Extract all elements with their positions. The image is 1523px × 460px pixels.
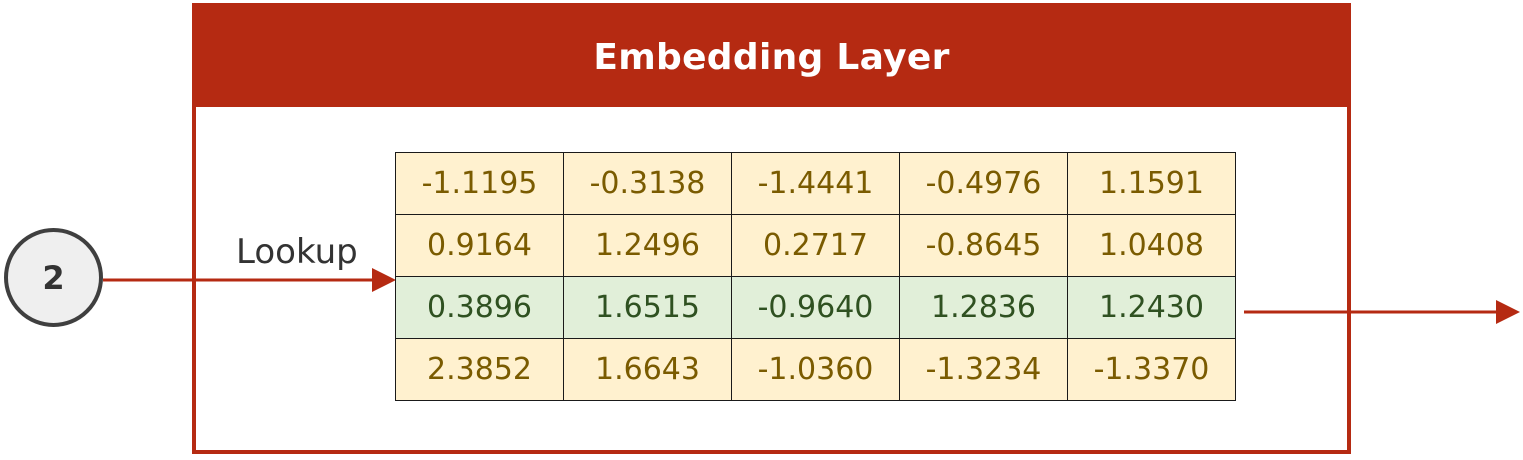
matrix-cell-selected: 1.2430 bbox=[1067, 276, 1236, 339]
embedding-matrix: -1.1195 -0.3138 -1.4441 -0.4976 1.1591 0… bbox=[395, 152, 1236, 401]
matrix-cell-selected: 1.6515 bbox=[563, 276, 732, 339]
matrix-cell-selected: 0.3896 bbox=[395, 276, 564, 339]
matrix-cell: -0.8645 bbox=[899, 214, 1068, 277]
embedding-layer-title: Embedding Layer bbox=[593, 36, 950, 78]
matrix-cell: 1.2496 bbox=[563, 214, 732, 277]
matrix-cell: 1.6643 bbox=[563, 338, 732, 401]
matrix-cell: -0.3138 bbox=[563, 152, 732, 215]
matrix-cell: 1.1591 bbox=[1067, 152, 1236, 215]
matrix-cell-selected: -0.9640 bbox=[731, 276, 900, 339]
matrix-cell: 1.0408 bbox=[1067, 214, 1236, 277]
embedding-layer-header: Embedding Layer bbox=[196, 7, 1347, 107]
matrix-cell: 0.2717 bbox=[731, 214, 900, 277]
matrix-row: -1.1195 -0.3138 -1.4441 -0.4976 1.1591 bbox=[395, 152, 1236, 215]
lookup-label: Lookup bbox=[236, 232, 358, 272]
matrix-cell: -1.3370 bbox=[1067, 338, 1236, 401]
matrix-row: 0.9164 1.2496 0.2717 -0.8645 1.0408 bbox=[395, 214, 1236, 277]
matrix-cell: -1.3234 bbox=[899, 338, 1068, 401]
input-token-index: 2 bbox=[42, 258, 65, 297]
matrix-row: 2.3852 1.6643 -1.0360 -1.3234 -1.3370 bbox=[395, 338, 1236, 401]
matrix-cell-selected: 1.2836 bbox=[899, 276, 1068, 339]
matrix-cell: 0.9164 bbox=[395, 214, 564, 277]
matrix-cell: -1.4441 bbox=[731, 152, 900, 215]
matrix-cell: -0.4976 bbox=[899, 152, 1068, 215]
matrix-cell: -1.0360 bbox=[731, 338, 900, 401]
matrix-cell: -1.1195 bbox=[395, 152, 564, 215]
matrix-cell: 2.3852 bbox=[395, 338, 564, 401]
matrix-row-selected: 0.3896 1.6515 -0.9640 1.2836 1.2430 bbox=[395, 276, 1236, 339]
input-token-node: 2 bbox=[4, 228, 103, 327]
